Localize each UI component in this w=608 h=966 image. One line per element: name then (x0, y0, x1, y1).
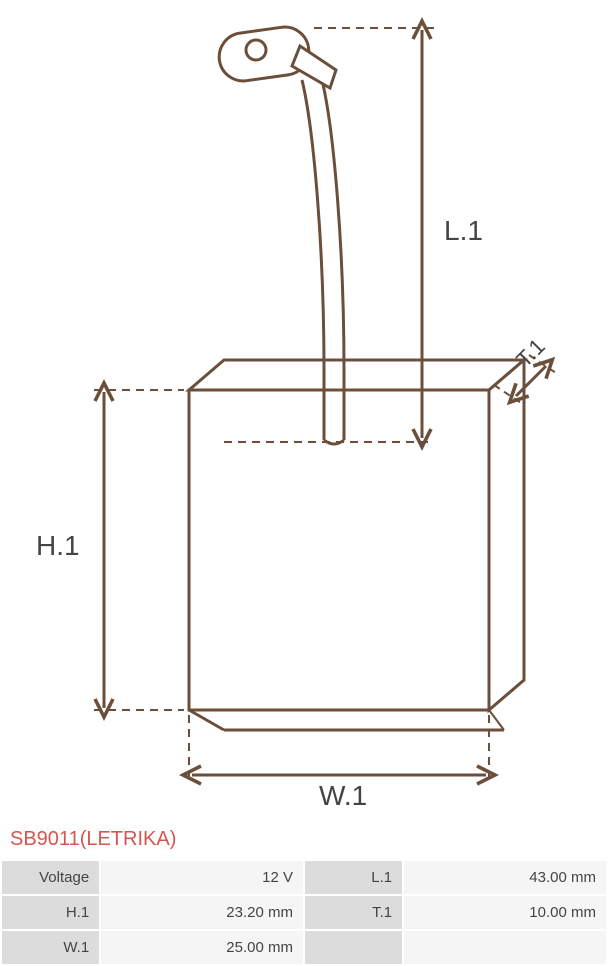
spec-value: 10.00 mm (404, 896, 606, 929)
table-row: Voltage12 VL.143.00 mm (2, 861, 606, 894)
diagram-label-w1: W.1 (319, 780, 367, 810)
spec-label: L.1 (305, 861, 402, 894)
spec-label: W.1 (2, 931, 99, 964)
diagram-label-h1: H.1 (36, 530, 80, 561)
spec-table: Voltage12 VL.143.00 mmH.123.20 mmT.110.0… (0, 859, 608, 966)
spec-label: H.1 (2, 896, 99, 929)
brush-diagram: L.1 H.1 W.1 T.1 (24, 10, 584, 810)
spec-value: 43.00 mm (404, 861, 606, 894)
spec-value: 12 V (101, 861, 303, 894)
spec-value (404, 931, 606, 964)
spec-label: Voltage (2, 861, 99, 894)
spec-value: 25.00 mm (101, 931, 303, 964)
spec-label (305, 931, 402, 964)
product-title: SB9011(LETRIKA) (0, 820, 608, 859)
table-row: H.123.20 mmT.110.00 mm (2, 896, 606, 929)
table-row: W.125.00 mm (2, 931, 606, 964)
spec-label: T.1 (305, 896, 402, 929)
spec-value: 23.20 mm (101, 896, 303, 929)
diagram-container: L.1 H.1 W.1 T.1 (0, 0, 608, 820)
spec-table-body: Voltage12 VL.143.00 mmH.123.20 mmT.110.0… (2, 861, 606, 964)
diagram-label-l1: L.1 (444, 215, 483, 246)
